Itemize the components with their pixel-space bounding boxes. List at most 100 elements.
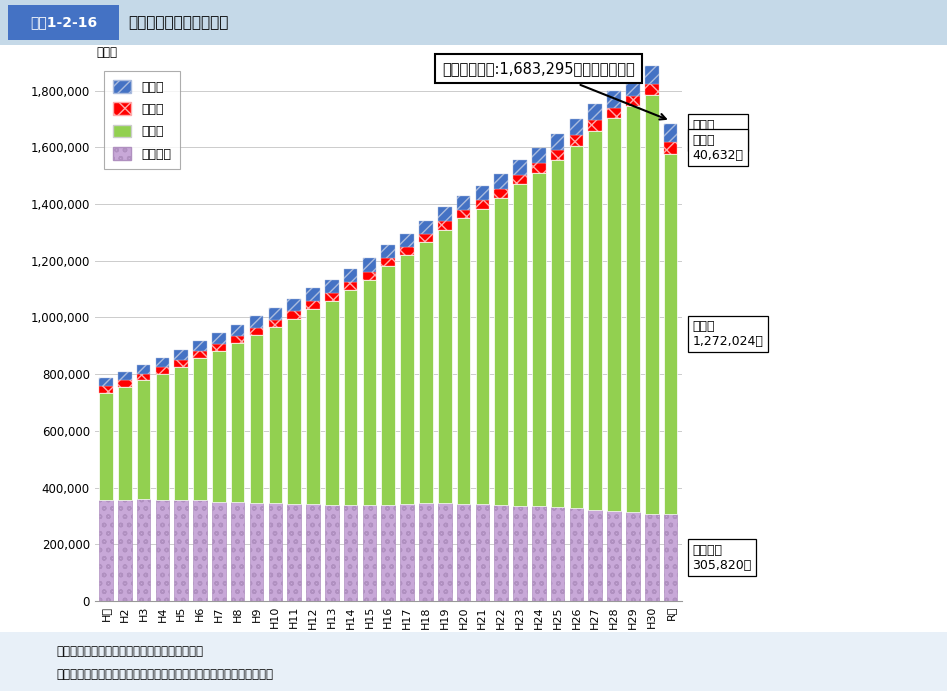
Bar — [118, 387, 132, 500]
Text: 看護職員就業者数の推移: 看護職員就業者数の推移 — [128, 15, 228, 30]
Bar — [551, 160, 564, 507]
Bar — [269, 320, 282, 328]
Bar — [551, 150, 564, 160]
Bar — [532, 148, 545, 163]
Bar — [456, 504, 471, 601]
Bar — [118, 372, 132, 380]
Text: （注）　看護職員とは、保健師、助産師、看護師、准看護師の総称。: （注） 看護職員とは、保健師、助産師、看護師、准看護師の総称。 — [57, 668, 274, 681]
Bar — [287, 299, 301, 311]
Bar — [401, 255, 414, 504]
Bar — [626, 106, 639, 512]
Bar — [532, 163, 545, 173]
Bar — [420, 234, 433, 243]
Bar — [475, 209, 490, 504]
Bar — [626, 78, 639, 95]
Bar — [494, 198, 508, 505]
Bar — [193, 500, 206, 601]
Bar — [420, 503, 433, 601]
Bar — [607, 118, 621, 511]
Bar — [607, 108, 621, 118]
Bar — [212, 351, 225, 502]
Bar — [306, 301, 320, 309]
Bar — [645, 66, 658, 84]
Bar — [456, 209, 471, 218]
Bar — [664, 514, 677, 601]
Bar — [174, 500, 188, 601]
Bar — [174, 360, 188, 367]
Bar — [99, 500, 113, 601]
Bar — [344, 269, 357, 282]
Bar — [645, 95, 658, 513]
Bar — [212, 344, 225, 351]
Bar — [420, 243, 433, 503]
Bar — [137, 374, 151, 380]
Bar — [287, 311, 301, 319]
Bar — [269, 503, 282, 601]
Bar — [99, 386, 113, 392]
Bar — [137, 365, 151, 374]
Bar — [513, 184, 527, 506]
Bar — [645, 84, 658, 95]
Bar — [456, 196, 471, 209]
Bar — [155, 374, 170, 500]
Bar — [645, 513, 658, 601]
Bar — [588, 120, 602, 131]
Bar — [382, 266, 395, 504]
Bar — [626, 95, 639, 106]
Bar — [155, 367, 170, 374]
Bar — [588, 131, 602, 510]
Bar — [99, 378, 113, 386]
Bar — [513, 506, 527, 601]
Bar — [570, 146, 583, 509]
Bar — [344, 290, 357, 505]
Bar — [456, 218, 471, 504]
Bar — [401, 247, 414, 255]
Bar — [570, 509, 583, 601]
Bar — [137, 500, 151, 601]
Bar — [475, 200, 490, 209]
Bar — [363, 505, 376, 601]
Bar — [607, 511, 621, 601]
Bar — [287, 319, 301, 504]
Bar — [401, 504, 414, 601]
Bar — [438, 221, 452, 229]
Bar — [231, 343, 244, 502]
Bar — [363, 280, 376, 505]
Bar — [664, 142, 677, 153]
Bar — [513, 175, 527, 184]
Bar — [344, 282, 357, 290]
Bar — [475, 186, 490, 200]
Bar — [231, 336, 244, 343]
Bar — [231, 502, 244, 601]
Bar — [250, 328, 263, 335]
Bar — [570, 135, 583, 146]
Bar — [269, 308, 282, 320]
Bar — [401, 234, 414, 247]
Bar — [475, 504, 490, 601]
Bar — [438, 207, 452, 221]
Bar — [551, 507, 564, 601]
Text: 准看護師
305,820人: 准看護師 305,820人 — [692, 544, 752, 571]
Bar — [363, 272, 376, 280]
Bar — [269, 328, 282, 503]
Bar — [155, 358, 170, 367]
Bar — [626, 512, 639, 601]
Bar — [438, 503, 452, 601]
Bar — [494, 505, 508, 601]
Bar — [382, 245, 395, 258]
Bar — [382, 504, 395, 601]
Bar — [212, 333, 225, 344]
Bar — [325, 280, 339, 293]
Bar — [174, 350, 188, 360]
Bar — [250, 316, 263, 328]
Bar — [494, 174, 508, 189]
Bar — [306, 288, 320, 301]
Bar — [174, 367, 188, 500]
Bar — [325, 301, 339, 504]
Bar — [438, 229, 452, 503]
Bar — [155, 500, 170, 601]
Bar — [250, 502, 263, 601]
Text: 看護師
1,272,024人: 看護師 1,272,024人 — [692, 320, 763, 348]
Bar — [551, 134, 564, 150]
Bar — [212, 502, 225, 601]
